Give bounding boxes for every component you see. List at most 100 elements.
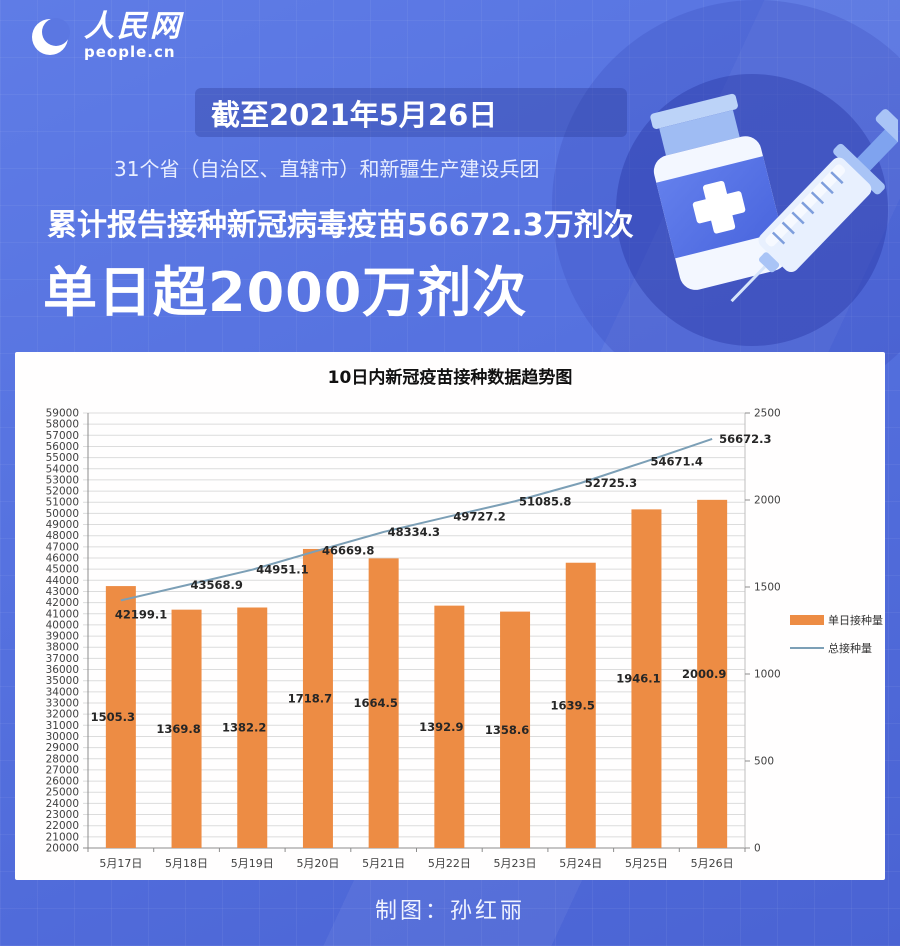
y-axis-right-label: 500 xyxy=(754,756,774,768)
syringe-icon xyxy=(730,109,898,303)
bar-value-label: 1664.5 xyxy=(353,696,397,710)
y-axis-left-label: 55000 xyxy=(46,452,79,464)
y-axis-left-label: 20000 xyxy=(46,843,79,855)
legend-bar-swatch xyxy=(790,615,824,625)
x-axis-label: 5月17日 xyxy=(99,857,142,870)
x-axis-label: 5月23日 xyxy=(494,857,537,870)
line-value-label: 52725.3 xyxy=(585,476,637,490)
y-axis-left-label: 51000 xyxy=(46,497,79,509)
vaccine-illustration xyxy=(650,93,898,303)
y-axis-left-label: 21000 xyxy=(46,831,79,843)
y-axis-left-label: 57000 xyxy=(46,430,79,442)
y-axis-left-label: 33000 xyxy=(46,698,79,710)
logo-text-en: people.cn xyxy=(84,43,176,61)
line-value-label: 51085.8 xyxy=(519,494,571,508)
y-axis-left-label: 25000 xyxy=(46,787,79,799)
bar-5月20日 xyxy=(302,548,333,848)
bar-value-label: 1505.3 xyxy=(91,710,135,724)
vial-icon xyxy=(650,93,788,290)
y-axis-left-label: 49000 xyxy=(46,519,79,531)
bar-value-label: 1718.7 xyxy=(288,691,332,705)
footer-credit: 制图：孙红丽 xyxy=(374,899,525,924)
y-axis-left-label: 24000 xyxy=(46,798,79,810)
y-axis-left-label: 34000 xyxy=(46,686,79,698)
bar-5月18日 xyxy=(171,609,202,848)
bar-value-label: 1392.9 xyxy=(419,720,463,734)
date-line: 截至2021年5月26日 xyxy=(211,97,498,132)
bar-5月23日 xyxy=(500,611,531,848)
y-axis-left-label: 35000 xyxy=(46,675,79,687)
bar-5月19日 xyxy=(237,607,268,848)
y-axis-left-label: 41000 xyxy=(46,608,79,620)
x-axis-label: 5月21日 xyxy=(362,857,405,870)
peoplecn-logo: 人民网 people.cn xyxy=(28,12,183,60)
line-value-label: 54671.4 xyxy=(650,454,702,468)
line-value-label: 44951.1 xyxy=(256,563,308,577)
chart-panel: 10日内新冠疫苗接种数据趋势图 20000 21000 22000 23000 24000… xyxy=(15,352,885,880)
headline: 单日超2000万剂次 xyxy=(43,261,528,324)
y-axis-left-label: 23000 xyxy=(46,809,79,821)
date-badge: 截至2021年5月26日 xyxy=(195,88,627,137)
logo-text-cn: 人民网 xyxy=(84,9,183,44)
line-value-label: 46669.8 xyxy=(322,544,374,558)
chart-title: 10日内新冠疫苗接种数据趋势图 xyxy=(328,367,573,388)
x-axis-label: 5月19日 xyxy=(231,857,274,870)
y-axis-left-label: 58000 xyxy=(46,419,79,431)
y-axis-left-label: 54000 xyxy=(46,463,79,475)
y-axis-left-label: 28000 xyxy=(46,753,79,765)
bar-value-label: 1358.6 xyxy=(485,723,529,737)
y-axis-left-label: 47000 xyxy=(46,541,79,553)
y-axis-left-label: 45000 xyxy=(46,564,79,576)
y-axis-left-label: 38000 xyxy=(46,642,79,654)
trend-chart: 10日内新冠疫苗接种数据趋势图2000021000220002300024000… xyxy=(46,367,883,870)
y-axis-right-label: 1000 xyxy=(754,669,781,681)
x-axis-label: 5月20日 xyxy=(296,857,339,870)
bar-value-label: 1946.1 xyxy=(616,672,660,686)
bar-value-label: 2000.9 xyxy=(682,667,726,681)
legend-line-label: 总接种量 xyxy=(828,641,872,655)
y-axis-left-label: 59000 xyxy=(46,408,79,420)
y-axis-right-label: 0 xyxy=(754,843,761,855)
y-axis-left-label: 50000 xyxy=(46,508,79,520)
x-axis-label: 5月26日 xyxy=(691,857,734,870)
x-axis-label: 5月24日 xyxy=(559,857,602,870)
bar-value-label: 1639.5 xyxy=(551,698,595,712)
y-axis-left-label: 36000 xyxy=(46,664,79,676)
y-axis-left-label: 46000 xyxy=(46,553,79,565)
y-axis-right-label: 2000 xyxy=(754,495,781,507)
x-axis-label: 5月22日 xyxy=(428,857,471,870)
x-axis-label: 5月25日 xyxy=(625,857,668,870)
y-axis-left-label: 48000 xyxy=(46,530,79,542)
legend-bar-label: 单日接种量 xyxy=(828,613,883,627)
y-axis-left-label: 37000 xyxy=(46,653,79,665)
y-axis-left-label: 30000 xyxy=(46,731,79,743)
y-axis-left-label: 26000 xyxy=(46,776,79,788)
y-axis-left-label: 43000 xyxy=(46,586,79,598)
y-axis-left-label: 22000 xyxy=(46,820,79,832)
bar-5月26日 xyxy=(697,499,728,848)
bar-value-label: 1369.8 xyxy=(156,722,200,736)
line-value-label: 42199.1 xyxy=(115,607,167,621)
y-axis-left-label: 29000 xyxy=(46,742,79,754)
y-axis-left-label: 53000 xyxy=(46,474,79,486)
bar-5月21日 xyxy=(368,558,399,848)
y-axis-right-label: 1500 xyxy=(754,582,781,594)
y-axis-left-label: 56000 xyxy=(46,441,79,453)
y-axis-right-label: 2500 xyxy=(754,408,781,420)
bar-5月25日 xyxy=(631,509,662,848)
y-axis-left-label: 31000 xyxy=(46,720,79,732)
y-axis-left-label: 27000 xyxy=(46,764,79,776)
y-axis-left-label: 40000 xyxy=(46,619,79,631)
y-axis-left-label: 32000 xyxy=(46,709,79,721)
logo-moon-icon xyxy=(32,18,70,55)
bar-5月24日 xyxy=(565,562,596,848)
line-value-label: 43568.9 xyxy=(191,578,243,592)
line-value-label: 48334.3 xyxy=(388,525,440,539)
y-axis-left-label: 44000 xyxy=(46,575,79,587)
line-value-label: 56672.3 xyxy=(719,432,771,446)
line-series xyxy=(120,438,713,602)
x-axis-label: 5月18日 xyxy=(165,857,208,870)
bar-5月17日 xyxy=(105,586,136,848)
total-line: 累计报告接种新冠病毒疫苗56672.3万剂次 xyxy=(47,208,634,243)
scope-line: 31个省（自治区、直辖市）和新疆生产建设兵团 xyxy=(114,157,540,181)
